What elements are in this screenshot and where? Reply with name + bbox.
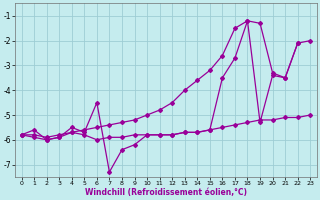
X-axis label: Windchill (Refroidissement éolien,°C): Windchill (Refroidissement éolien,°C) — [85, 188, 247, 197]
